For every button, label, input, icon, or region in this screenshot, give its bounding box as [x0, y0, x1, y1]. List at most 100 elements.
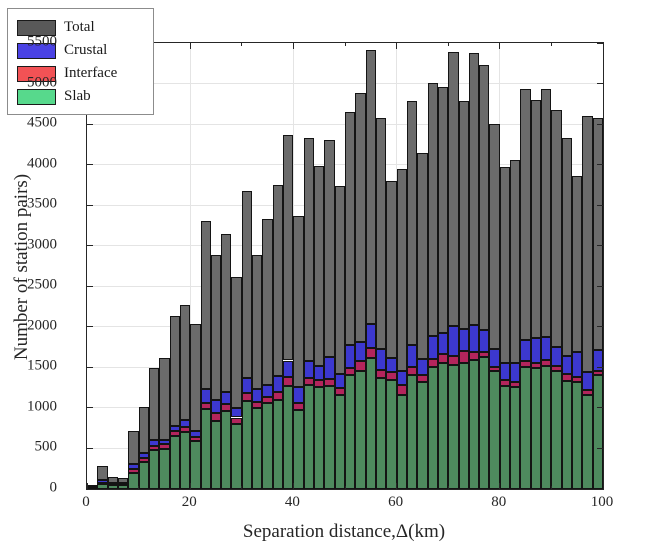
y-tick-right: [597, 123, 603, 125]
y-tick-label: 4000: [27, 155, 57, 172]
y-tick-label: 2000: [27, 317, 57, 334]
bar-segment-crustal: [365, 323, 376, 348]
bar-segment-slab: [159, 448, 170, 489]
bar-segment-crustal: [303, 360, 315, 378]
bar-segment-crustal: [324, 357, 335, 379]
bar-segment-total: [489, 124, 500, 350]
bar-segment-total: [190, 323, 201, 432]
interface-swatch-icon: [17, 65, 56, 82]
bar-segment-interface: [582, 389, 593, 395]
y-tick-label: 3000: [27, 236, 57, 253]
bar-segment-slab: [324, 386, 335, 489]
legend-label-slab: Slab: [64, 88, 91, 104]
bar-segment-crustal: [572, 352, 583, 377]
bar-segment-interface: [541, 360, 552, 366]
y-tick-label: 500: [34, 438, 58, 455]
bar-segment-slab: [138, 462, 149, 489]
bar-segment-interface: [190, 436, 201, 442]
legend: Total Crustal Interface Slab: [7, 8, 154, 115]
bar-segment-slab: [489, 371, 500, 489]
y-tick-left: [87, 447, 93, 449]
bar-segment-slab: [334, 394, 345, 489]
bar-segment-crustal: [179, 420, 191, 427]
bar-segment-crustal: [489, 349, 500, 367]
bar-segment-slab: [541, 365, 552, 489]
plot-area: [86, 42, 604, 490]
bar-segment-total: [572, 176, 583, 353]
bar-segment-slab: [448, 364, 459, 489]
bar-segment-crustal: [582, 372, 593, 390]
y-tick-right: [597, 164, 603, 166]
bar-segment-total: [128, 430, 139, 465]
slab-swatch-icon: [17, 88, 56, 105]
bar-segment-crustal: [499, 363, 511, 381]
bar-segment-interface: [386, 372, 397, 380]
x-tick-label: 100: [590, 494, 614, 510]
bar-segment-interface: [293, 403, 304, 410]
bar-segment-slab: [572, 382, 583, 489]
y-tick-label: 2500: [27, 276, 57, 293]
y-tick-label: 1000: [27, 398, 57, 415]
bar-segment-interface: [417, 374, 428, 383]
bar-segment-total: [314, 166, 325, 366]
bar-segment-interface: [241, 393, 253, 401]
bar-segment-interface: [510, 382, 521, 388]
y-tick-right: [597, 488, 603, 490]
bar-segment-slab: [499, 385, 511, 489]
bar-segment-total: [87, 484, 98, 487]
bar-segment-slab: [592, 375, 603, 489]
bar-segment-crustal: [283, 360, 294, 378]
bar-segment-crustal: [406, 345, 418, 368]
bar-segment-crustal: [221, 392, 232, 405]
x-tick-label: 80: [491, 494, 507, 510]
bar-segment-crustal: [231, 408, 242, 418]
bar-segment-interface: [210, 413, 222, 421]
x-minor-tick-bottom: [138, 486, 140, 489]
bar-segment-total: [551, 109, 562, 348]
bar-segment-interface: [572, 376, 583, 383]
bar-segment-total: [458, 100, 469, 330]
bar-segment-crustal: [107, 482, 118, 485]
x-tick-top: [499, 43, 501, 49]
bar-segment-total: [283, 135, 294, 361]
y-tick-right: [597, 245, 603, 247]
x-tick-bottom: [189, 483, 191, 489]
bar-segment-crustal: [479, 330, 490, 353]
bar-segment-interface: [592, 370, 603, 376]
bar-segment-crustal: [448, 325, 459, 357]
bar-segment-total: [541, 88, 552, 337]
x-tick-bottom: [396, 483, 398, 489]
y-tick-left: [87, 164, 93, 166]
bar-segment-slab: [437, 363, 449, 489]
x-minor-tick-bottom: [447, 486, 449, 489]
bar-segment-crustal: [375, 348, 387, 370]
bar-segment-crustal: [355, 342, 366, 362]
gridline-horizontal: [87, 83, 603, 85]
y-tick-right: [597, 204, 603, 206]
bar-segment-crustal: [200, 388, 211, 404]
legend-item-crustal: Crustal: [17, 39, 145, 62]
bar-segment-slab: [468, 360, 480, 489]
bar-segment-slab: [231, 424, 242, 489]
bar-segment-total: [437, 87, 449, 334]
bar-segment-interface: [468, 352, 480, 361]
y-tick-left: [87, 285, 93, 287]
legend-item-interface: Interface: [17, 62, 145, 85]
bar-segment-slab: [272, 399, 284, 489]
x-tick-bottom: [499, 483, 501, 489]
y-tick-right: [597, 326, 603, 328]
bar-segment-interface: [530, 362, 542, 369]
x-tick-bottom: [86, 483, 88, 489]
bar-segment-slab: [551, 371, 562, 489]
bar-segment-total: [468, 53, 480, 325]
y-tick-right: [597, 83, 603, 85]
bar-segment-total: [159, 357, 170, 440]
bar-segment-crustal: [592, 350, 603, 371]
legend-label-interface: Interface: [64, 65, 118, 81]
x-tick-bottom: [292, 483, 294, 489]
bar-segment-total: [221, 233, 232, 393]
bar-segment-slab: [582, 394, 593, 489]
bar-segment-interface: [272, 391, 284, 400]
bar-segment-slab: [97, 484, 108, 489]
